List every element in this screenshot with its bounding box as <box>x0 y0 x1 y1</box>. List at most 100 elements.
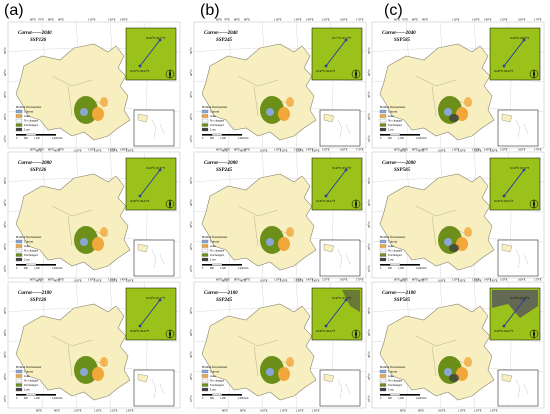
latitude-label: 50°N <box>367 47 371 54</box>
longitude-label-bottom: 110°E <box>94 279 102 283</box>
scale-bar <box>400 134 420 136</box>
inset-coord-bottom: 28.46°N 106.22°E <box>494 330 514 333</box>
legend-label: Gain <box>24 114 30 118</box>
legend-swatch <box>15 114 23 118</box>
legend-swatch <box>201 239 209 244</box>
longitude-label-bottom: 110°E <box>458 409 466 413</box>
legend-label: Unchanged <box>388 383 402 387</box>
longitude-label-top: 80°E <box>234 18 240 22</box>
legend-swatch <box>379 248 387 253</box>
legend-swatch <box>379 123 387 127</box>
latitude-label: 10°N <box>189 135 193 142</box>
longitude-label-bottom: 120°E <box>110 279 118 283</box>
legend-label: Current <box>210 370 219 374</box>
legend-title: Habitat fluctuations <box>16 105 42 109</box>
habitat-gain <box>464 357 472 367</box>
longitude-label-top: 90°E <box>58 148 64 152</box>
longitude-label-top: 80°E <box>234 278 240 282</box>
south-china-sea-inset <box>319 239 361 277</box>
habitat-gain <box>456 367 468 381</box>
longitude-label-bottom: 80°E <box>36 149 42 153</box>
latitude-label: 20°N <box>367 113 371 120</box>
legend-label: Unchanged <box>24 123 38 127</box>
legend-title: Habitat fluctuations <box>380 365 406 369</box>
habitat-gain <box>286 357 294 367</box>
south-china-sea-inset <box>497 369 539 407</box>
panel-scenario: SSP585 <box>394 298 411 303</box>
latitude-label: 30°N <box>3 351 7 358</box>
inset-coord-top: 30.43°N 107.30°E <box>510 167 530 170</box>
scale-bar <box>389 393 401 396</box>
legend-label: Gain <box>210 244 216 248</box>
panel-title: Carrot——2080 <box>18 161 52 166</box>
longitude-label-top: 140°E <box>120 278 128 282</box>
longitude-label-top: 90°E <box>58 278 64 282</box>
longitude-label-top: 80°E <box>48 148 54 152</box>
legend-title: Habitat fluctuations <box>380 105 406 109</box>
longitude-label-top: 60°E <box>394 148 400 152</box>
compass-icon <box>355 329 357 339</box>
longitude-label-top: 60°E <box>216 18 222 22</box>
latitude-label: 30°N <box>189 351 193 358</box>
longitude-label-top: 150°E <box>500 18 508 22</box>
scale-label: 0 <box>16 267 18 270</box>
sea-inset-land <box>323 243 335 253</box>
legend-label: No changes <box>24 379 39 383</box>
inset-frame <box>125 157 177 211</box>
sea-inset-land <box>323 373 335 383</box>
centroid-shift-arrow <box>139 169 161 197</box>
habitat-gain <box>456 107 468 121</box>
habitat-gain <box>92 237 104 251</box>
legend-title: Habitat fluctuations <box>16 365 42 369</box>
panel-title: Carrot——2100 <box>382 291 416 296</box>
legend-label: Loss <box>210 258 217 262</box>
longitude-label-bottom: 90°E <box>418 409 424 413</box>
latitude-label: 20°N <box>3 113 7 120</box>
longitude-label-bottom: 100°E <box>74 149 82 153</box>
latitude-label: 30°N <box>189 91 193 98</box>
legend-title: Habitat fluctuations <box>380 235 406 239</box>
habitat-loss <box>449 374 459 382</box>
sea-inset-land <box>137 243 149 253</box>
sea-inset-frame <box>497 369 539 407</box>
legend-label: No changes <box>24 119 39 123</box>
longitude-label-bottom: 80°E <box>400 279 406 283</box>
habitat-gain <box>286 227 294 237</box>
panel-scenario: SSP585 <box>394 168 411 173</box>
scale-bar <box>202 134 212 136</box>
latitude-label: 30°N <box>3 221 7 228</box>
legend-swatch <box>379 378 387 383</box>
longitude-label-top: 60°E <box>30 18 36 22</box>
nine-dash-line <box>151 249 165 269</box>
longitude-label-bottom: 90°E <box>240 409 246 413</box>
legend-label: Current <box>388 110 397 114</box>
habitat-current <box>444 368 452 376</box>
map-panel: Carrot——2100 SSP245 29.40°N 107.10°E 28.46°… <box>189 278 367 413</box>
legend-swatch <box>379 387 387 392</box>
legend-title: Habitat fluctuations <box>202 235 228 239</box>
legend-label: No changes <box>210 249 225 253</box>
inset-coord-top: 30.40°N 107.45°E <box>332 167 352 170</box>
latitude-label: 50°N <box>3 307 7 314</box>
longitude-label-top: 170°E <box>534 148 542 152</box>
inset-coord-bottom: 28.46°N 106.22°E <box>494 200 514 203</box>
sea-inset-land <box>137 373 149 383</box>
longitude-label-top: 110°E <box>88 18 96 22</box>
legend-label: Current <box>388 370 397 374</box>
scale-label: 1,200 <box>220 137 227 140</box>
centroid-shift-arrow <box>139 299 161 327</box>
latitude-label: 50°N <box>367 177 371 184</box>
longitude-label-bottom: 130°E <box>490 279 498 283</box>
legend-swatch <box>201 383 209 387</box>
south-china-sea-inset <box>133 239 175 277</box>
legend-swatch <box>15 369 23 374</box>
longitude-label-top: 90°E <box>58 18 64 22</box>
legend-label: No changes <box>388 249 403 253</box>
latitude-label: 20°N <box>3 373 7 380</box>
inset-coord-bottom: 28.46°N 106.22°E <box>494 70 514 73</box>
longitude-label-bottom: 100°E <box>438 409 446 413</box>
longitude-label-bottom: 120°E <box>296 409 304 413</box>
legend-title: Habitat fluctuations <box>202 105 228 109</box>
inset-coord-top: 29.40°N 107.67°E <box>146 167 166 170</box>
longitude-label-top: 160°E <box>340 278 348 282</box>
